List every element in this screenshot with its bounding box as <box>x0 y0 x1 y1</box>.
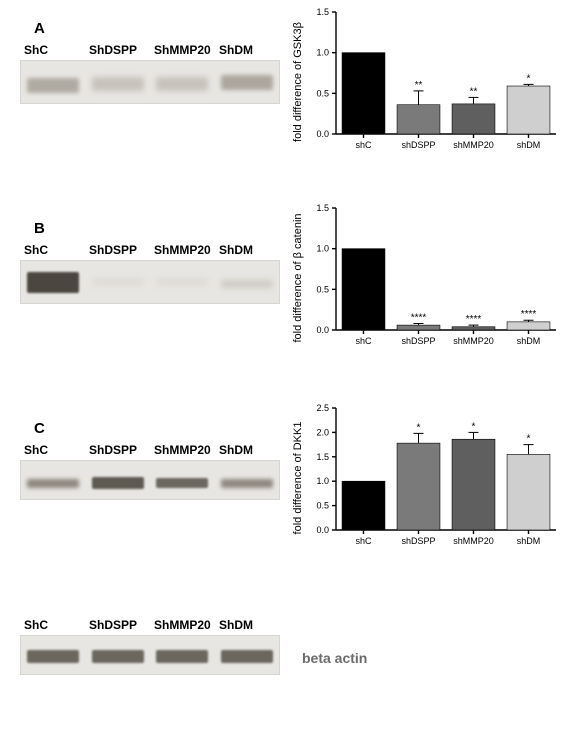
lane-label: ShDSPP <box>85 618 150 632</box>
svg-text:shDM: shDM <box>517 336 541 346</box>
svg-text:0.0: 0.0 <box>316 525 329 535</box>
svg-text:*: * <box>472 421 476 432</box>
panel-c-lane-labels: ShC ShDSPP ShMMP20 ShDM <box>20 443 280 457</box>
panel-a-ylabel: fold difference of GSK3β <box>292 22 304 142</box>
lane-label: ShC <box>20 243 85 257</box>
svg-text:shC: shC <box>355 140 372 150</box>
svg-text:1.5: 1.5 <box>316 452 329 462</box>
loading-lane-labels: ShC ShDSPP ShMMP20 ShDM <box>20 618 280 632</box>
panel-b-lane-labels: ShC ShDSPP ShMMP20 ShDM <box>20 243 280 257</box>
svg-text:****: **** <box>466 314 482 325</box>
svg-text:shDSPP: shDSPP <box>401 336 435 346</box>
svg-text:shDSPP: shDSPP <box>401 140 435 150</box>
panel-a-lane-labels: ShC ShDSPP ShMMP20 ShDM <box>20 43 280 57</box>
panel-c-ylabel: fold difference of DKK1 <box>292 422 304 535</box>
lane-label: ShMMP20 <box>150 618 215 632</box>
lane-label: ShMMP20 <box>150 243 215 257</box>
svg-text:0.5: 0.5 <box>316 88 329 98</box>
svg-text:shC: shC <box>355 536 372 546</box>
svg-text:1.0: 1.0 <box>316 48 329 58</box>
lane-label: ShMMP20 <box>150 43 215 57</box>
svg-text:0.0: 0.0 <box>316 129 329 139</box>
lane-label: ShDM <box>215 618 280 632</box>
svg-text:0.5: 0.5 <box>316 501 329 511</box>
panel-a: A ShC ShDSPP ShMMP20 ShDM <box>20 20 280 104</box>
svg-text:0.0: 0.0 <box>316 325 329 335</box>
panel-c: C ShC ShDSPP ShMMP20 ShDM <box>20 420 280 500</box>
svg-text:****: **** <box>411 312 427 323</box>
panel-b-chart-svg: 0.0 0.5 1.0 1.5 shC **** shDSPP **** shMMP20 ****… <box>302 198 562 358</box>
svg-text:****: **** <box>521 309 537 320</box>
svg-text:1.0: 1.0 <box>316 244 329 254</box>
lane-label: ShDSPP <box>85 43 150 57</box>
panel-c-letter: C <box>34 420 280 437</box>
panel-c-chart: fold difference of DKK1 0.00.51.01.52.02… <box>302 398 562 558</box>
lane-label: ShDSPP <box>85 243 150 257</box>
panel-b-letter: B <box>34 220 280 237</box>
panel-a-chart-svg: 0.0 0.5 1.0 1.5 shC ** shDSPP ** shMMP20 * shDM <box>302 2 562 162</box>
panel-b-blot <box>20 260 280 304</box>
svg-text:*: * <box>417 422 421 433</box>
beta-actin-label: beta actin <box>302 650 367 666</box>
lane-label: ShDM <box>215 243 280 257</box>
svg-text:**: ** <box>415 80 423 91</box>
svg-text:*: * <box>527 434 531 445</box>
panel-b-chart: fold difference of β catenin 0.00.51.01.… <box>302 198 562 358</box>
svg-text:2.5: 2.5 <box>316 403 329 413</box>
svg-text:0.5: 0.5 <box>316 284 329 294</box>
svg-text:shDSPP: shDSPP <box>401 536 435 546</box>
panel-b-ylabel: fold difference of β catenin <box>292 213 304 342</box>
svg-text:1.5: 1.5 <box>316 7 329 17</box>
loading-control-panel: ShC ShDSPP ShMMP20 ShDM <box>20 618 280 675</box>
svg-text:1.0: 1.0 <box>316 476 329 486</box>
panel-a-chart: fold difference of GSK3β 0.00.51.01.5shC… <box>302 2 562 162</box>
panel-b: B ShC ShDSPP ShMMP20 ShDM <box>20 220 280 304</box>
svg-text:*: * <box>527 73 531 84</box>
svg-text:2.0: 2.0 <box>316 427 329 437</box>
lane-label: ShC <box>20 43 85 57</box>
svg-text:shDM: shDM <box>517 140 541 150</box>
loading-blot <box>20 635 280 675</box>
panel-c-chart-svg: 0.0 0.5 1.0 1.5 2.0 2.5 shC * shDSPP * shMMP20 * shD… <box>302 398 562 558</box>
panel-a-letter: A <box>34 20 280 37</box>
lane-label: ShDM <box>215 443 280 457</box>
svg-text:shMMP20: shMMP20 <box>453 336 494 346</box>
lane-label: ShC <box>20 443 85 457</box>
svg-text:shC: shC <box>355 336 372 346</box>
svg-text:shDM: shDM <box>517 536 541 546</box>
svg-text:shMMP20: shMMP20 <box>453 536 494 546</box>
lane-label: ShDM <box>215 43 280 57</box>
panel-a-blot <box>20 60 280 104</box>
lane-label: ShC <box>20 618 85 632</box>
lane-label: ShMMP20 <box>150 443 215 457</box>
panel-c-blot <box>20 460 280 500</box>
svg-text:**: ** <box>470 86 478 97</box>
lane-label: ShDSPP <box>85 443 150 457</box>
svg-text:1.5: 1.5 <box>316 203 329 213</box>
svg-text:shMMP20: shMMP20 <box>453 140 494 150</box>
